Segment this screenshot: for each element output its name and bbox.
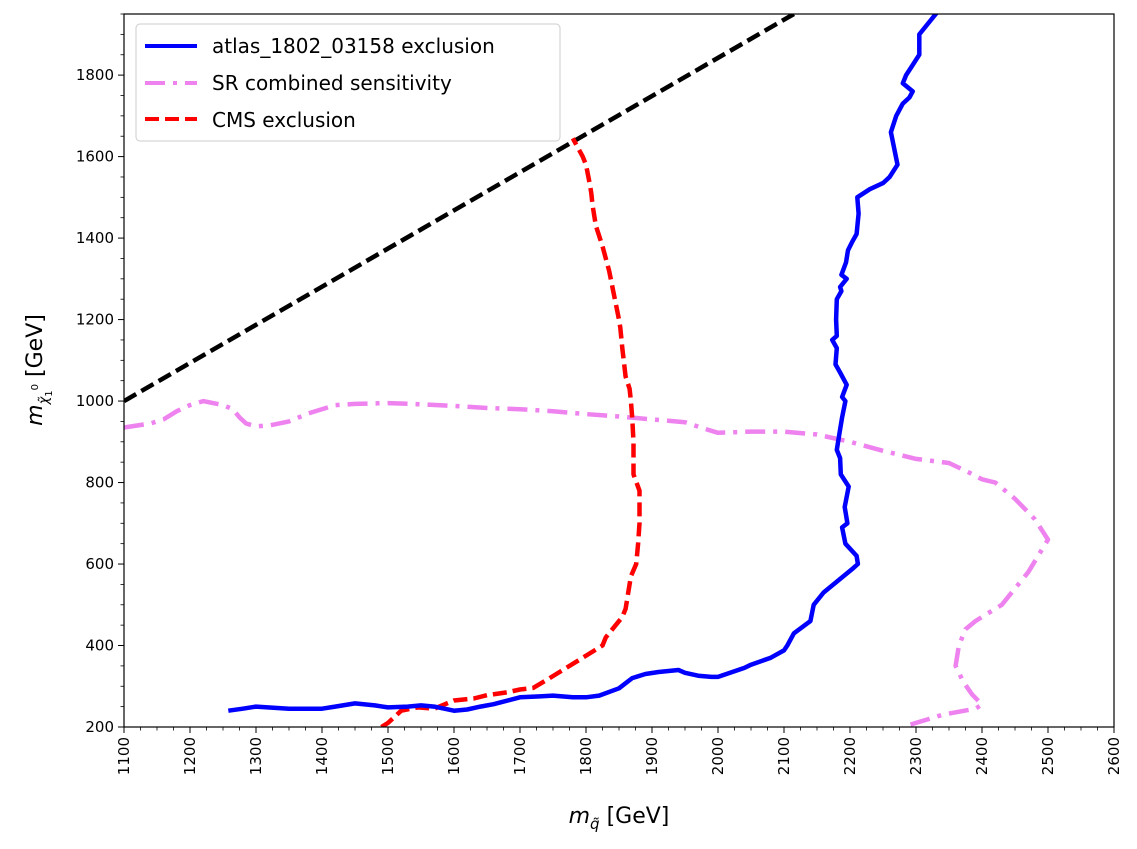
y-axis-label: mχ̃10 [GeV] [23, 314, 55, 426]
x-tick-label: 2200 [841, 737, 859, 775]
x-tick-label: 1100 [115, 737, 133, 775]
legend-label-sr: SR combined sensitivity [212, 71, 452, 95]
series-line-sr-combined-sensitivity [124, 398, 1051, 727]
x-tick-label: 2500 [1039, 737, 1057, 775]
series-line-atlas-1802-03158-exclusion [227, 14, 939, 713]
x-tick-label: 1400 [313, 737, 331, 775]
legend: atlas_1802_03158 exclusion SR combined s… [135, 23, 561, 142]
x-tick-label: 1900 [643, 737, 661, 775]
x-tick-label: 1800 [577, 737, 595, 775]
y-tick-label: 1200 [76, 311, 114, 329]
y-tick-label: 600 [85, 555, 114, 573]
x-tick-label: 1300 [247, 737, 265, 775]
y-tick-label: 1000 [76, 392, 114, 410]
series-line-kinematic-boundary [124, 14, 796, 404]
x-tick-label: 1600 [445, 737, 463, 775]
x-tick-label: 1500 [379, 737, 397, 775]
ticks-layer: 1100 1200 1300 1400 1500 1600 1700 1800 1900 2000… [76, 13, 1123, 775]
x-tick-label: 2400 [973, 737, 991, 775]
x-tick-label: 2000 [709, 737, 727, 775]
y-tick-label: 1400 [76, 229, 114, 247]
x-tick-label: 2600 [1105, 737, 1123, 775]
x-tick-label: 1200 [181, 737, 199, 775]
legend-label-cms: CMS exclusion [212, 108, 356, 132]
y-tick-label: 400 [85, 637, 114, 655]
y-tick-label: 1800 [76, 66, 114, 84]
legend-label-atlas: atlas_1802_03158 exclusion [212, 34, 495, 58]
x-tick-label: 2300 [907, 737, 925, 775]
y-tick-label: 200 [85, 718, 114, 736]
y-tick-label: 1600 [76, 148, 114, 166]
y-tick-label: 800 [85, 474, 114, 492]
series-line-cms-exclusion [380, 137, 642, 727]
x-tick-label: 1700 [511, 737, 529, 775]
x-tick-label: 2100 [775, 737, 793, 775]
legend-box [135, 23, 561, 142]
series-layer [124, 14, 1051, 727]
x-axis-label: mq̃ [GeV] [569, 804, 670, 833]
